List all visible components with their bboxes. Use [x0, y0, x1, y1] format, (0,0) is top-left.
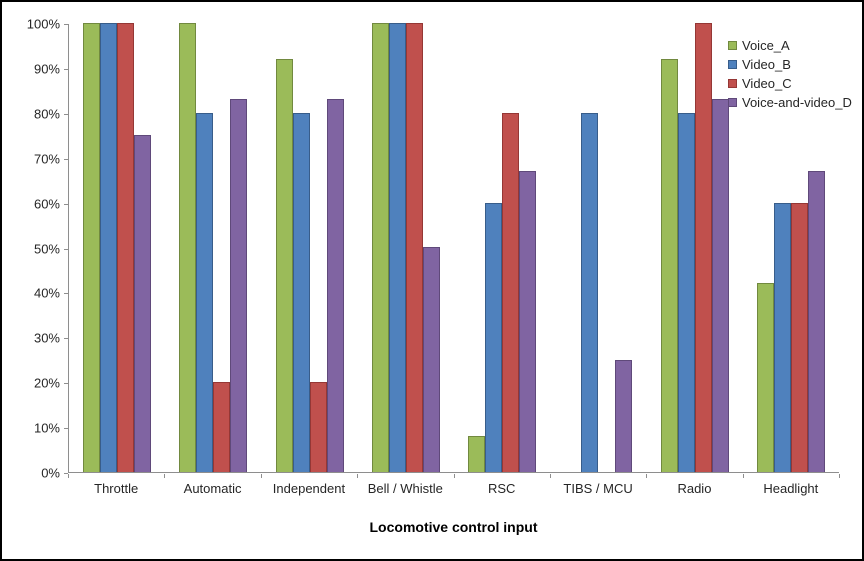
x-axis-category-label-tibs-mcu: TIBS / MCU: [563, 481, 633, 496]
bar-group-automatic: [165, 23, 261, 472]
x-axis-category-label-bell-whistle: Bell / Whistle: [367, 481, 443, 496]
bar-group-rsc: [454, 24, 550, 472]
bar-voice-a-bell-whistle: [371, 23, 389, 472]
y-axis-tick-label: 60%: [33, 196, 60, 212]
bar-video-c-bell-whistle: [405, 23, 423, 472]
bar-group-headlight: [743, 24, 839, 472]
y-axis-tick-label: 30%: [33, 330, 60, 346]
legend-swatch-icon: [728, 79, 737, 88]
bar-group-independent: [262, 24, 358, 472]
y-axis-tick-label: 20%: [33, 375, 60, 391]
bar-video-b-headlight: [773, 203, 791, 472]
bar-voice-and-video-d-rsc: [519, 171, 537, 472]
bar-video-b-tibs-mcu: [581, 113, 599, 472]
legend-label: Video_B: [742, 57, 791, 72]
x-axis-tick-mark: [357, 474, 358, 478]
bar-voice-a-automatic: [179, 23, 197, 472]
y-axis-tick-label: 80%: [33, 106, 60, 122]
y-axis-tick-mark: [64, 204, 68, 205]
bar-video-c-rsc: [502, 113, 520, 472]
y-axis-tick-label: 100%: [26, 16, 60, 32]
y-axis-tick-mark: [64, 114, 68, 115]
bar-group-tibs-mcu: [550, 24, 646, 472]
x-axis-category-label-headlight: Headlight: [763, 481, 819, 496]
y-axis-tick-label: 0%: [41, 465, 60, 481]
bar-video-c-headlight: [790, 203, 808, 472]
bar-voice-a-independent: [275, 59, 293, 472]
bar-voice-and-video-d-tibs-mcu: [615, 360, 633, 472]
bar-voice-and-video-d-independent: [326, 99, 344, 472]
bar-voice-and-video-d-bell-whistle: [422, 247, 440, 472]
x-axis-tick-mark: [646, 474, 647, 478]
legend-entry-video-b: Video_B: [728, 55, 852, 74]
x-axis-category-label-throttle: Throttle: [94, 481, 139, 496]
bar-group-radio: [647, 23, 743, 472]
y-axis-tick-label: 10%: [33, 420, 60, 436]
y-axis-tick-mark: [64, 293, 68, 294]
legend-label: Video_C: [742, 76, 792, 91]
legend-label: Voice-and-video_D: [742, 95, 852, 110]
y-axis-tick-mark: [64, 69, 68, 70]
x-axis-tick-mark: [261, 474, 262, 478]
x-axis-category-label-rsc: RSC: [487, 481, 516, 496]
legend-entry-voice-and-video-d: Voice-and-video_D: [728, 93, 852, 112]
legend-swatch-icon: [728, 60, 737, 69]
bar-group-throttle: [69, 23, 165, 472]
y-axis-tick-label: 70%: [33, 151, 60, 167]
bar-video-b-radio: [677, 113, 695, 472]
bar-voice-a-rsc: [468, 436, 486, 472]
bar-group-bell-whistle: [358, 23, 454, 472]
x-axis-category-label-radio: Radio: [677, 481, 712, 496]
bar-video-b-throttle: [100, 23, 118, 472]
bar-video-c-throttle: [117, 23, 135, 472]
bar-voice-a-radio: [660, 59, 678, 472]
legend-entry-voice-a: Voice_A: [728, 36, 852, 55]
bar-voice-and-video-d-radio: [711, 99, 729, 472]
plot-area: [68, 23, 839, 473]
y-axis-tick-label: 90%: [33, 61, 60, 77]
bar-voice-a-headlight: [756, 283, 774, 472]
y-axis-tick-mark: [64, 24, 68, 25]
x-axis-tick-mark: [839, 474, 840, 478]
x-axis-category-label-independent: Independent: [272, 481, 346, 496]
y-axis-tick-label: 40%: [33, 285, 60, 301]
bar-video-b-automatic: [196, 113, 214, 472]
bar-video-c-radio: [694, 23, 712, 472]
y-axis-tick-mark: [64, 249, 68, 250]
bar-video-c-independent: [309, 382, 327, 472]
x-axis-title: Locomotive control input: [369, 519, 538, 535]
legend-label: Voice_A: [742, 38, 790, 53]
bar-video-c-automatic: [213, 382, 231, 472]
x-axis-category-labels: Throttle Automatic Independent Bell / Whist…: [68, 481, 839, 496]
legend: Voice_A Video_B Video_C Voice-and-video_D: [728, 36, 852, 112]
x-axis-tick-mark: [68, 474, 69, 478]
bar-voice-and-video-d-throttle: [134, 135, 152, 472]
y-axis-tick-mark: [64, 428, 68, 429]
bar-video-b-rsc: [485, 203, 503, 472]
y-axis-tick-mark: [64, 473, 68, 474]
bar-voice-a-throttle: [83, 23, 101, 472]
x-axis-tick-mark: [550, 474, 551, 478]
x-axis-category-label-automatic: Automatic: [183, 481, 242, 496]
y-axis-tick-label: 50%: [33, 241, 60, 256]
y-axis-tick-mark: [64, 383, 68, 384]
y-axis-tick-mark: [64, 159, 68, 160]
bar-voice-and-video-d-headlight: [807, 171, 825, 472]
bar-voice-and-video-d-automatic: [230, 99, 248, 472]
x-axis-tick-mark: [743, 474, 744, 478]
bar-video-b-independent: [292, 113, 310, 472]
x-axis-tick-mark: [164, 474, 165, 478]
legend-swatch-icon: [728, 41, 737, 50]
legend-swatch-icon: [728, 98, 737, 107]
y-axis-tick-mark: [64, 338, 68, 339]
bar-video-b-bell-whistle: [388, 23, 406, 472]
legend-entry-video-c: Video_C: [728, 74, 852, 93]
x-axis-tick-mark: [454, 474, 455, 478]
